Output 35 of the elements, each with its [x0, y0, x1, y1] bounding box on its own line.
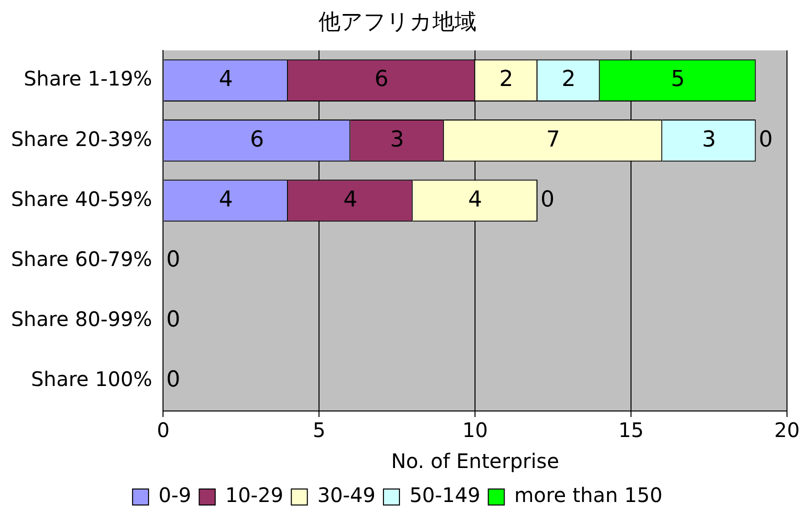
data-label: 4 [343, 187, 358, 212]
y-tick-label: Share 100% [30, 367, 152, 392]
data-label: 0 [166, 368, 180, 393]
data-label: 2 [562, 67, 576, 92]
legend-label: more than 150 [514, 483, 662, 508]
data-label: 5 [670, 67, 685, 92]
y-tick-label: Share 20-39% [10, 126, 152, 151]
legend-label: 10-29 [225, 483, 284, 508]
data-label: 6 [374, 67, 389, 92]
x-tick-label: 15 [618, 418, 644, 442]
y-tick-label: Share 1-19% [24, 66, 152, 91]
legend-label: 30-49 [317, 483, 376, 508]
x-axis-title: No. of Enterprise [391, 449, 560, 474]
data-label: 0 [166, 247, 180, 272]
y-tick-label: Share 60-79% [10, 246, 152, 271]
x-tick-label: 20 [774, 418, 800, 442]
data-label: 3 [390, 127, 404, 152]
data-label: 0 [758, 127, 773, 152]
x-tick-label: 10 [462, 418, 488, 442]
data-label: 0 [166, 308, 180, 333]
data-label: 6 [250, 127, 264, 152]
data-label: 3 [702, 127, 716, 152]
data-label: 4 [468, 187, 482, 212]
x-tick-label: 0 [156, 418, 170, 442]
y-tick-label: Share 40-59% [10, 186, 152, 211]
legend-label: 0-9 [158, 483, 192, 508]
data-label: 0 [540, 187, 554, 212]
data-label: 7 [546, 127, 560, 152]
data-label: 4 [218, 67, 233, 92]
y-tick-label: Share 80-99% [10, 307, 152, 332]
data-label: 2 [499, 67, 514, 92]
x-tick-label: 5 [312, 418, 326, 442]
legend-label: 50-149 [409, 483, 480, 508]
chart-title: 他アフリカ地域 [318, 10, 476, 35]
data-label: 4 [218, 187, 233, 212]
